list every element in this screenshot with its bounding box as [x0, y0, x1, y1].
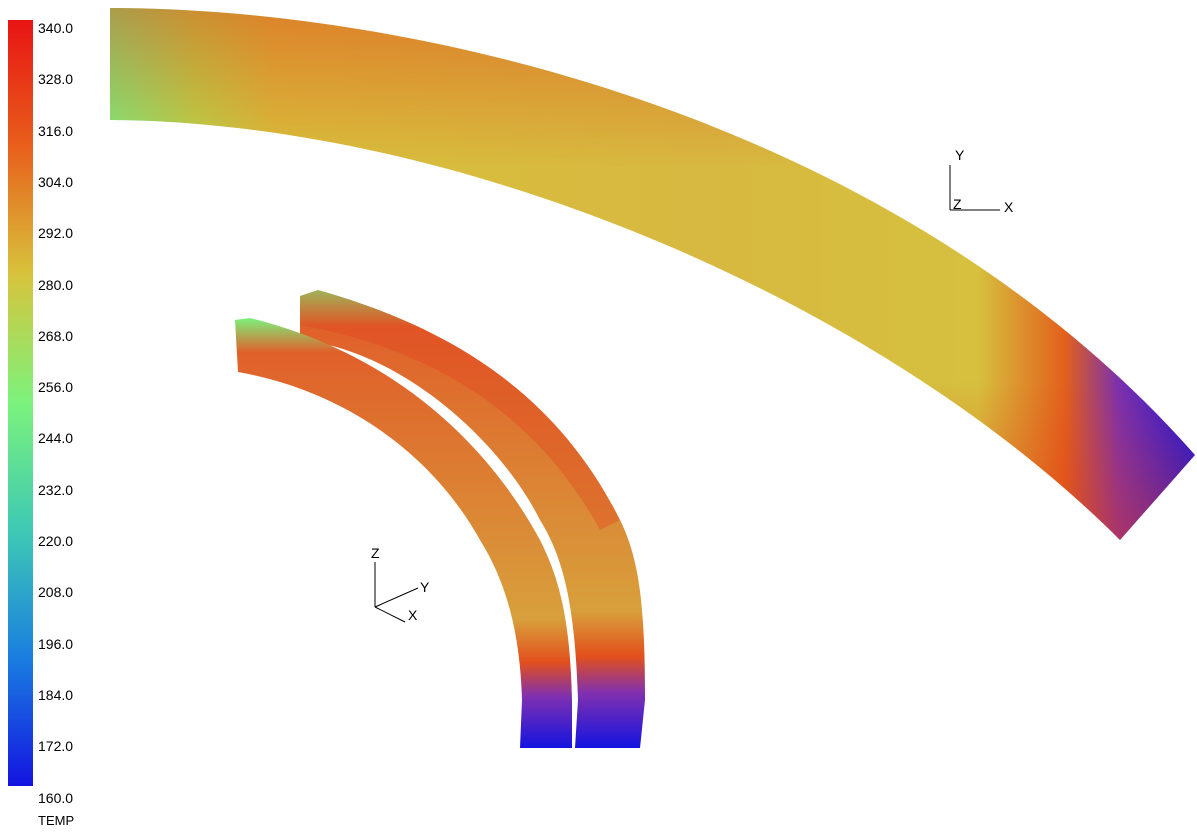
legend-tick: 184.0 [38, 686, 74, 703]
legend-tick: 304.0 [38, 173, 74, 190]
legend-tick: 316.0 [38, 122, 74, 139]
axis-triad-top: Y Z X [949, 147, 1014, 215]
large-curved-member [110, 8, 1195, 540]
axis-label: Z [953, 196, 962, 212]
legend-tick: 256.0 [38, 379, 74, 396]
legend-tick: 172.0 [38, 738, 74, 755]
legend-tick: 232.0 [38, 481, 74, 498]
axis-label: Y [955, 147, 965, 163]
legend-tick: 244.0 [38, 430, 74, 447]
legend-tick: 160.0 [38, 789, 74, 806]
axis-label: X [1004, 199, 1014, 215]
axis-label: Z [371, 545, 380, 561]
axis-label: Y [420, 579, 430, 595]
legend-tick: 340.0 [38, 20, 74, 36]
legend-tick: 292.0 [38, 225, 74, 242]
axis-triad-bottom: Z Y X [371, 545, 430, 623]
small-curved-member [235, 290, 645, 748]
legend-tick: 280.0 [38, 276, 74, 293]
axis-label: X [408, 607, 418, 623]
legend-tick: 196.0 [38, 635, 74, 652]
legend-title: TEMP [38, 813, 75, 828]
legend-tick: 208.0 [38, 584, 74, 601]
legend-tick: 220.0 [38, 533, 74, 549]
legend-tick: 268.0 [38, 327, 74, 344]
color-legend-bar [8, 20, 33, 786]
legend-tick: 328.0 [38, 71, 74, 88]
